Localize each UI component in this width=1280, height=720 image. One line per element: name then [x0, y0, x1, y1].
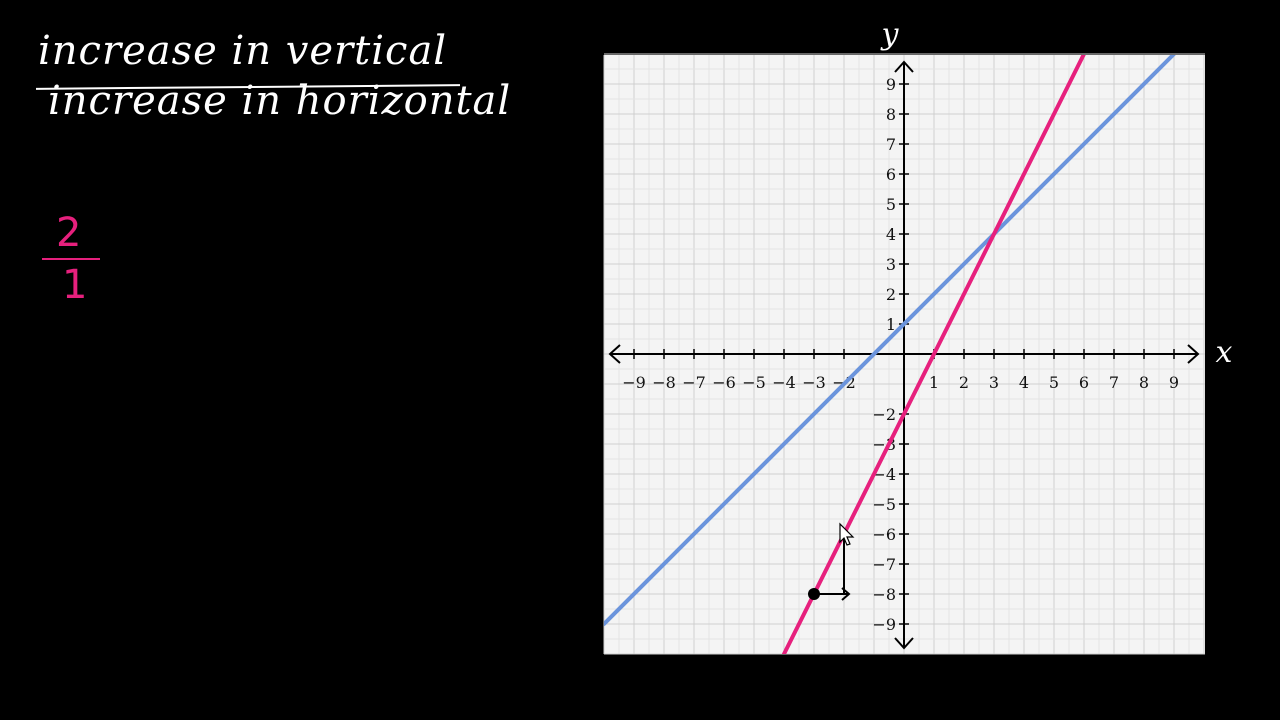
- x-tick-label: 6: [1079, 373, 1089, 392]
- y-tick-label: −8: [872, 585, 896, 604]
- x-tick-label: 4: [1019, 373, 1029, 392]
- slope-numerator: 2: [56, 210, 82, 256]
- slope-fraction-bar: [42, 258, 100, 260]
- x-tick-label: −9: [622, 373, 646, 392]
- y-axis-label: y: [880, 17, 900, 52]
- x-axis-label: x: [1216, 335, 1233, 370]
- x-tick-label: −6: [712, 373, 736, 392]
- x-tick-label: 9: [1169, 373, 1179, 392]
- y-tick-label: 6: [886, 165, 896, 184]
- x-tick-label: 8: [1139, 373, 1149, 392]
- denominator-note: increase in horizontal: [48, 78, 512, 124]
- x-axis-arrow-right: [1187, 344, 1200, 364]
- y-tick-label: −5: [872, 495, 896, 514]
- y-tick-label: −6: [872, 525, 896, 544]
- y-tick-label: 7: [886, 135, 896, 154]
- numerator-note: increase in vertical: [38, 28, 448, 74]
- y-axis-arrow-top: [894, 60, 914, 73]
- x-tick-label: −3: [802, 373, 826, 392]
- pink-line: [782, 55, 1086, 654]
- y-tick-label: −7: [872, 555, 896, 574]
- slope-denominator: 1: [62, 262, 88, 308]
- x-tick-label: 5: [1049, 373, 1059, 392]
- y-axis-arrow-bottom: [894, 637, 914, 650]
- x-tick-label: 7: [1109, 373, 1119, 392]
- x-axis-arrow-left: [608, 344, 621, 364]
- y-tick-label: 2: [886, 285, 896, 304]
- x-tick-label: 1: [929, 373, 939, 392]
- y-tick-label: −2: [872, 405, 896, 424]
- x-tick-label: 2: [959, 373, 969, 392]
- y-tick-label: 8: [886, 105, 896, 124]
- x-tick-label: 3: [989, 373, 999, 392]
- y-tick-label: 4: [886, 225, 896, 244]
- x-tick-label: −8: [652, 373, 676, 392]
- x-tick-label: −5: [742, 373, 766, 392]
- y-tick-label: 5: [886, 195, 896, 214]
- y-tick-label: 9: [886, 75, 896, 94]
- blue-line: [604, 55, 1176, 626]
- y-tick-label: 3: [886, 255, 896, 274]
- y-tick-label: 1: [886, 315, 896, 334]
- x-tick-label: −7: [682, 373, 706, 392]
- cursor-icon: [839, 522, 855, 546]
- x-tick-label: −4: [772, 373, 796, 392]
- y-tick-label: −9: [872, 615, 896, 634]
